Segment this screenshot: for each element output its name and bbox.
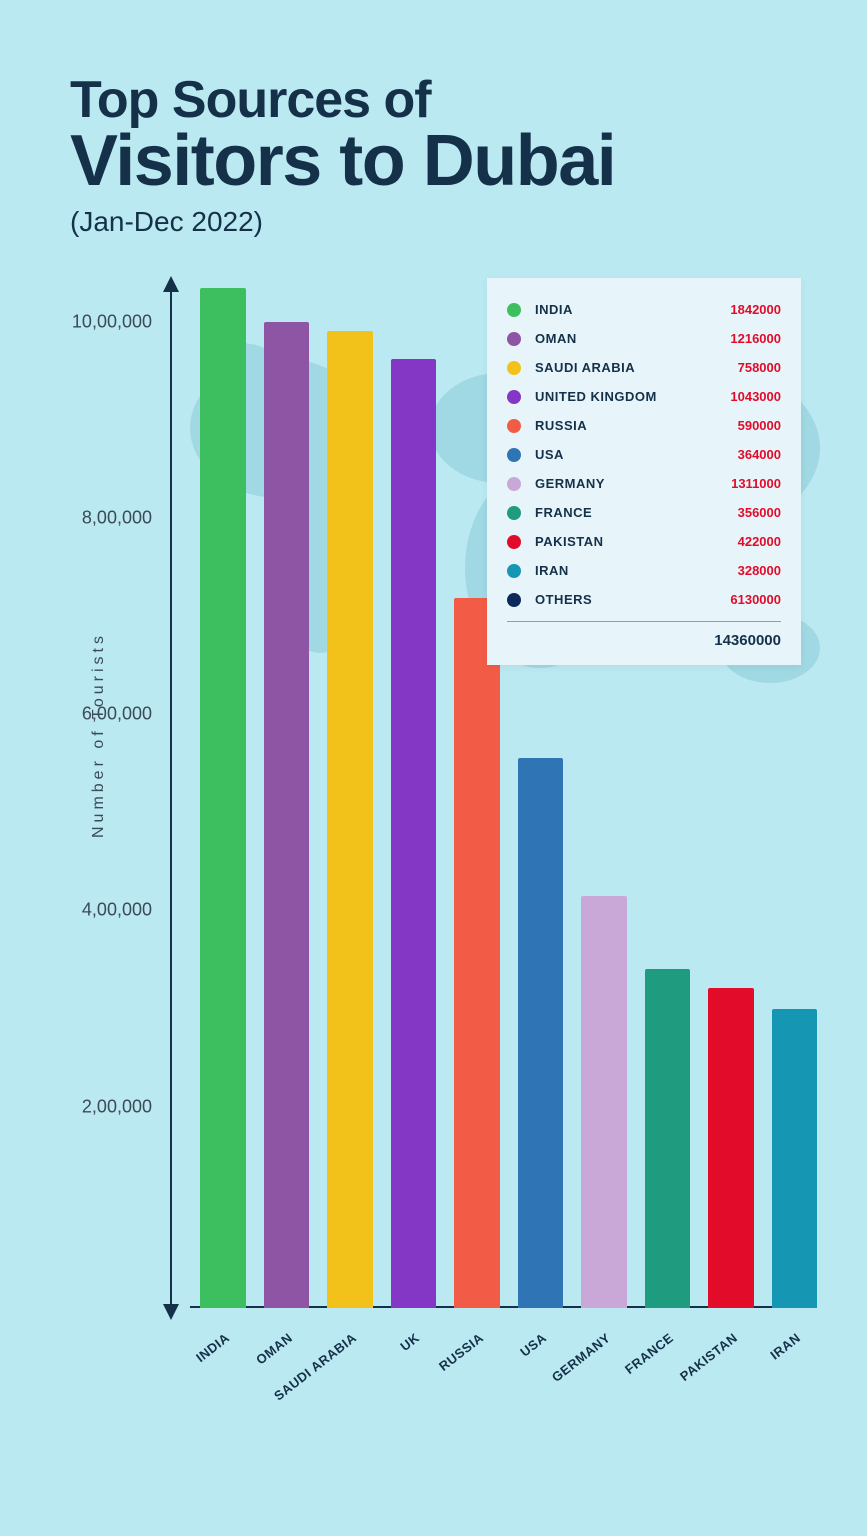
bar xyxy=(327,331,373,1308)
legend-total: 14360000 xyxy=(507,621,781,649)
legend-value: 1043000 xyxy=(730,389,781,404)
y-tick-label: 6,00,000 xyxy=(82,703,152,724)
legend-name: SAUDI ARABIA xyxy=(535,360,738,375)
bar xyxy=(454,598,500,1308)
bar xyxy=(645,969,691,1308)
legend-value: 1216000 xyxy=(730,331,781,346)
bar-label: OMAN xyxy=(253,1330,295,1368)
legend-row: SAUDI ARABIA758000 xyxy=(507,360,781,375)
legend-row: RUSSIA590000 xyxy=(507,418,781,433)
bar-slot: GERMANY xyxy=(581,896,627,1308)
legend-value: 590000 xyxy=(738,418,781,433)
legend-value: 364000 xyxy=(738,447,781,462)
legend-panel: INDIA1842000OMAN1216000SAUDI ARABIA75800… xyxy=(487,278,801,665)
legend-name: UNITED KINGDOM xyxy=(535,389,730,404)
y-tick-label: 10,00,000 xyxy=(72,312,152,333)
subtitle: (Jan-Dec 2022) xyxy=(70,206,827,238)
legend-name: PAKISTAN xyxy=(535,534,738,549)
legend-dot-icon xyxy=(507,448,521,462)
y-axis-ticks: 2,00,000 4,00,000 6,00,000 8,00,000 10,00,00… xyxy=(50,288,170,1308)
legend-value: 328000 xyxy=(738,563,781,578)
y-tick-label: 8,00,000 xyxy=(82,507,152,528)
legend-name: OTHERS xyxy=(535,592,730,607)
legend-row: INDIA1842000 xyxy=(507,302,781,317)
y-tick-label: 2,00,000 xyxy=(82,1097,152,1118)
bar-slot: PAKISTAN xyxy=(708,988,754,1308)
legend-dot-icon xyxy=(507,535,521,549)
legend-row: PAKISTAN422000 xyxy=(507,534,781,549)
bar xyxy=(581,896,627,1308)
title-line-2: Visitors to Dubai xyxy=(70,120,827,202)
legend-dot-icon xyxy=(507,361,521,375)
y-axis xyxy=(170,288,172,1308)
legend-dot-icon xyxy=(507,419,521,433)
bar-slot: FRANCE xyxy=(645,969,691,1308)
legend-row: OTHERS6130000 xyxy=(507,592,781,607)
legend-row: UNITED KINGDOM1043000 xyxy=(507,389,781,404)
legend-row: OMAN1216000 xyxy=(507,331,781,346)
legend-dot-icon xyxy=(507,303,521,317)
bar-slot: INDIA xyxy=(200,288,246,1308)
bar-slot: OMAN xyxy=(264,322,310,1308)
legend-row: FRANCE356000 xyxy=(507,505,781,520)
legend-value: 356000 xyxy=(738,505,781,520)
bar xyxy=(708,988,754,1308)
legend-dot-icon xyxy=(507,593,521,607)
legend-name: INDIA xyxy=(535,302,730,317)
legend-name: OMAN xyxy=(535,331,730,346)
bar-label: FRANCE xyxy=(622,1330,676,1377)
bar-label: RUSSIA xyxy=(436,1330,486,1374)
legend-name: USA xyxy=(535,447,738,462)
legend-name: RUSSIA xyxy=(535,418,738,433)
legend-name: IRAN xyxy=(535,563,738,578)
bar-slot: IRAN xyxy=(772,1009,818,1308)
legend-value: 422000 xyxy=(738,534,781,549)
bar-label: INDIA xyxy=(193,1330,232,1365)
bar-label: IRAN xyxy=(768,1330,804,1363)
bar-label: PAKISTAN xyxy=(677,1330,740,1384)
bar-slot: SAUDI ARABIA xyxy=(327,331,373,1308)
legend-name: FRANCE xyxy=(535,505,738,520)
legend-row: GERMANY1311000 xyxy=(507,476,781,491)
legend-dot-icon xyxy=(507,564,521,578)
bar-label: USA xyxy=(517,1330,549,1360)
legend-row: USA364000 xyxy=(507,447,781,462)
bar-slot: RUSSIA xyxy=(454,598,500,1308)
bar-label: UK xyxy=(398,1330,423,1354)
legend-row: IRAN328000 xyxy=(507,563,781,578)
legend-name: GERMANY xyxy=(535,476,731,491)
bar xyxy=(264,322,310,1308)
bar-slot: UK xyxy=(391,359,437,1308)
bar xyxy=(518,758,564,1308)
bar-label: GERMANY xyxy=(549,1330,613,1385)
bar-slot: USA xyxy=(518,758,564,1308)
legend-dot-icon xyxy=(507,332,521,346)
legend-value: 1842000 xyxy=(730,302,781,317)
legend-value: 1311000 xyxy=(731,476,781,491)
legend-dot-icon xyxy=(507,506,521,520)
bar xyxy=(200,288,246,1308)
legend-value: 6130000 xyxy=(730,592,781,607)
legend-dot-icon xyxy=(507,390,521,404)
legend-dot-icon xyxy=(507,477,521,491)
infographic-page: Top Sources of Visitors to Dubai (Jan-De… xyxy=(0,0,867,1536)
title-block: Top Sources of Visitors to Dubai (Jan-De… xyxy=(70,70,827,238)
chart-area: Number of Tourists 2,00,0004,00,0006,00,… xyxy=(50,288,827,1368)
y-tick-label: 4,00,000 xyxy=(82,899,152,920)
bar xyxy=(772,1009,818,1308)
bar xyxy=(391,359,437,1308)
legend-value: 758000 xyxy=(738,360,781,375)
